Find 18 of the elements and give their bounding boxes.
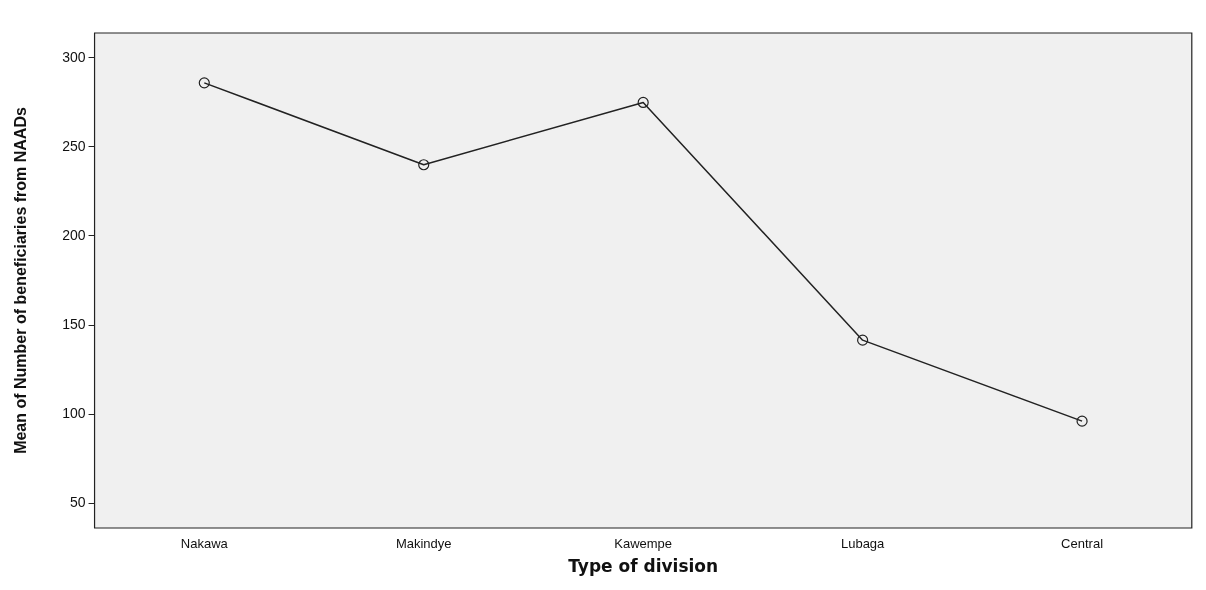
x-tick-label: Makindye <box>395 536 452 552</box>
x-tick-label: Kawempe <box>614 536 673 552</box>
point <box>857 334 869 346</box>
point <box>198 77 210 89</box>
x-tick-label: Nakawa <box>180 536 229 552</box>
x-tick-label: Lubaga <box>840 536 886 552</box>
y-tick-label: 50 <box>69 493 86 510</box>
y-tick-label: 300 <box>62 48 86 65</box>
y-tick-label: 150 <box>62 315 86 332</box>
x-tick-label: Central <box>1061 536 1104 552</box>
point <box>1076 415 1088 427</box>
point <box>418 159 430 171</box>
y-tick-label: 250 <box>62 137 86 154</box>
y-tick-label: 100 <box>62 404 86 421</box>
x-axis-title: Type of division <box>568 556 719 577</box>
y-axis-title: Mean of Number of beneficiaries from NAADs <box>12 107 30 454</box>
point <box>637 96 649 109</box>
y-tick-label: 200 <box>62 226 86 243</box>
